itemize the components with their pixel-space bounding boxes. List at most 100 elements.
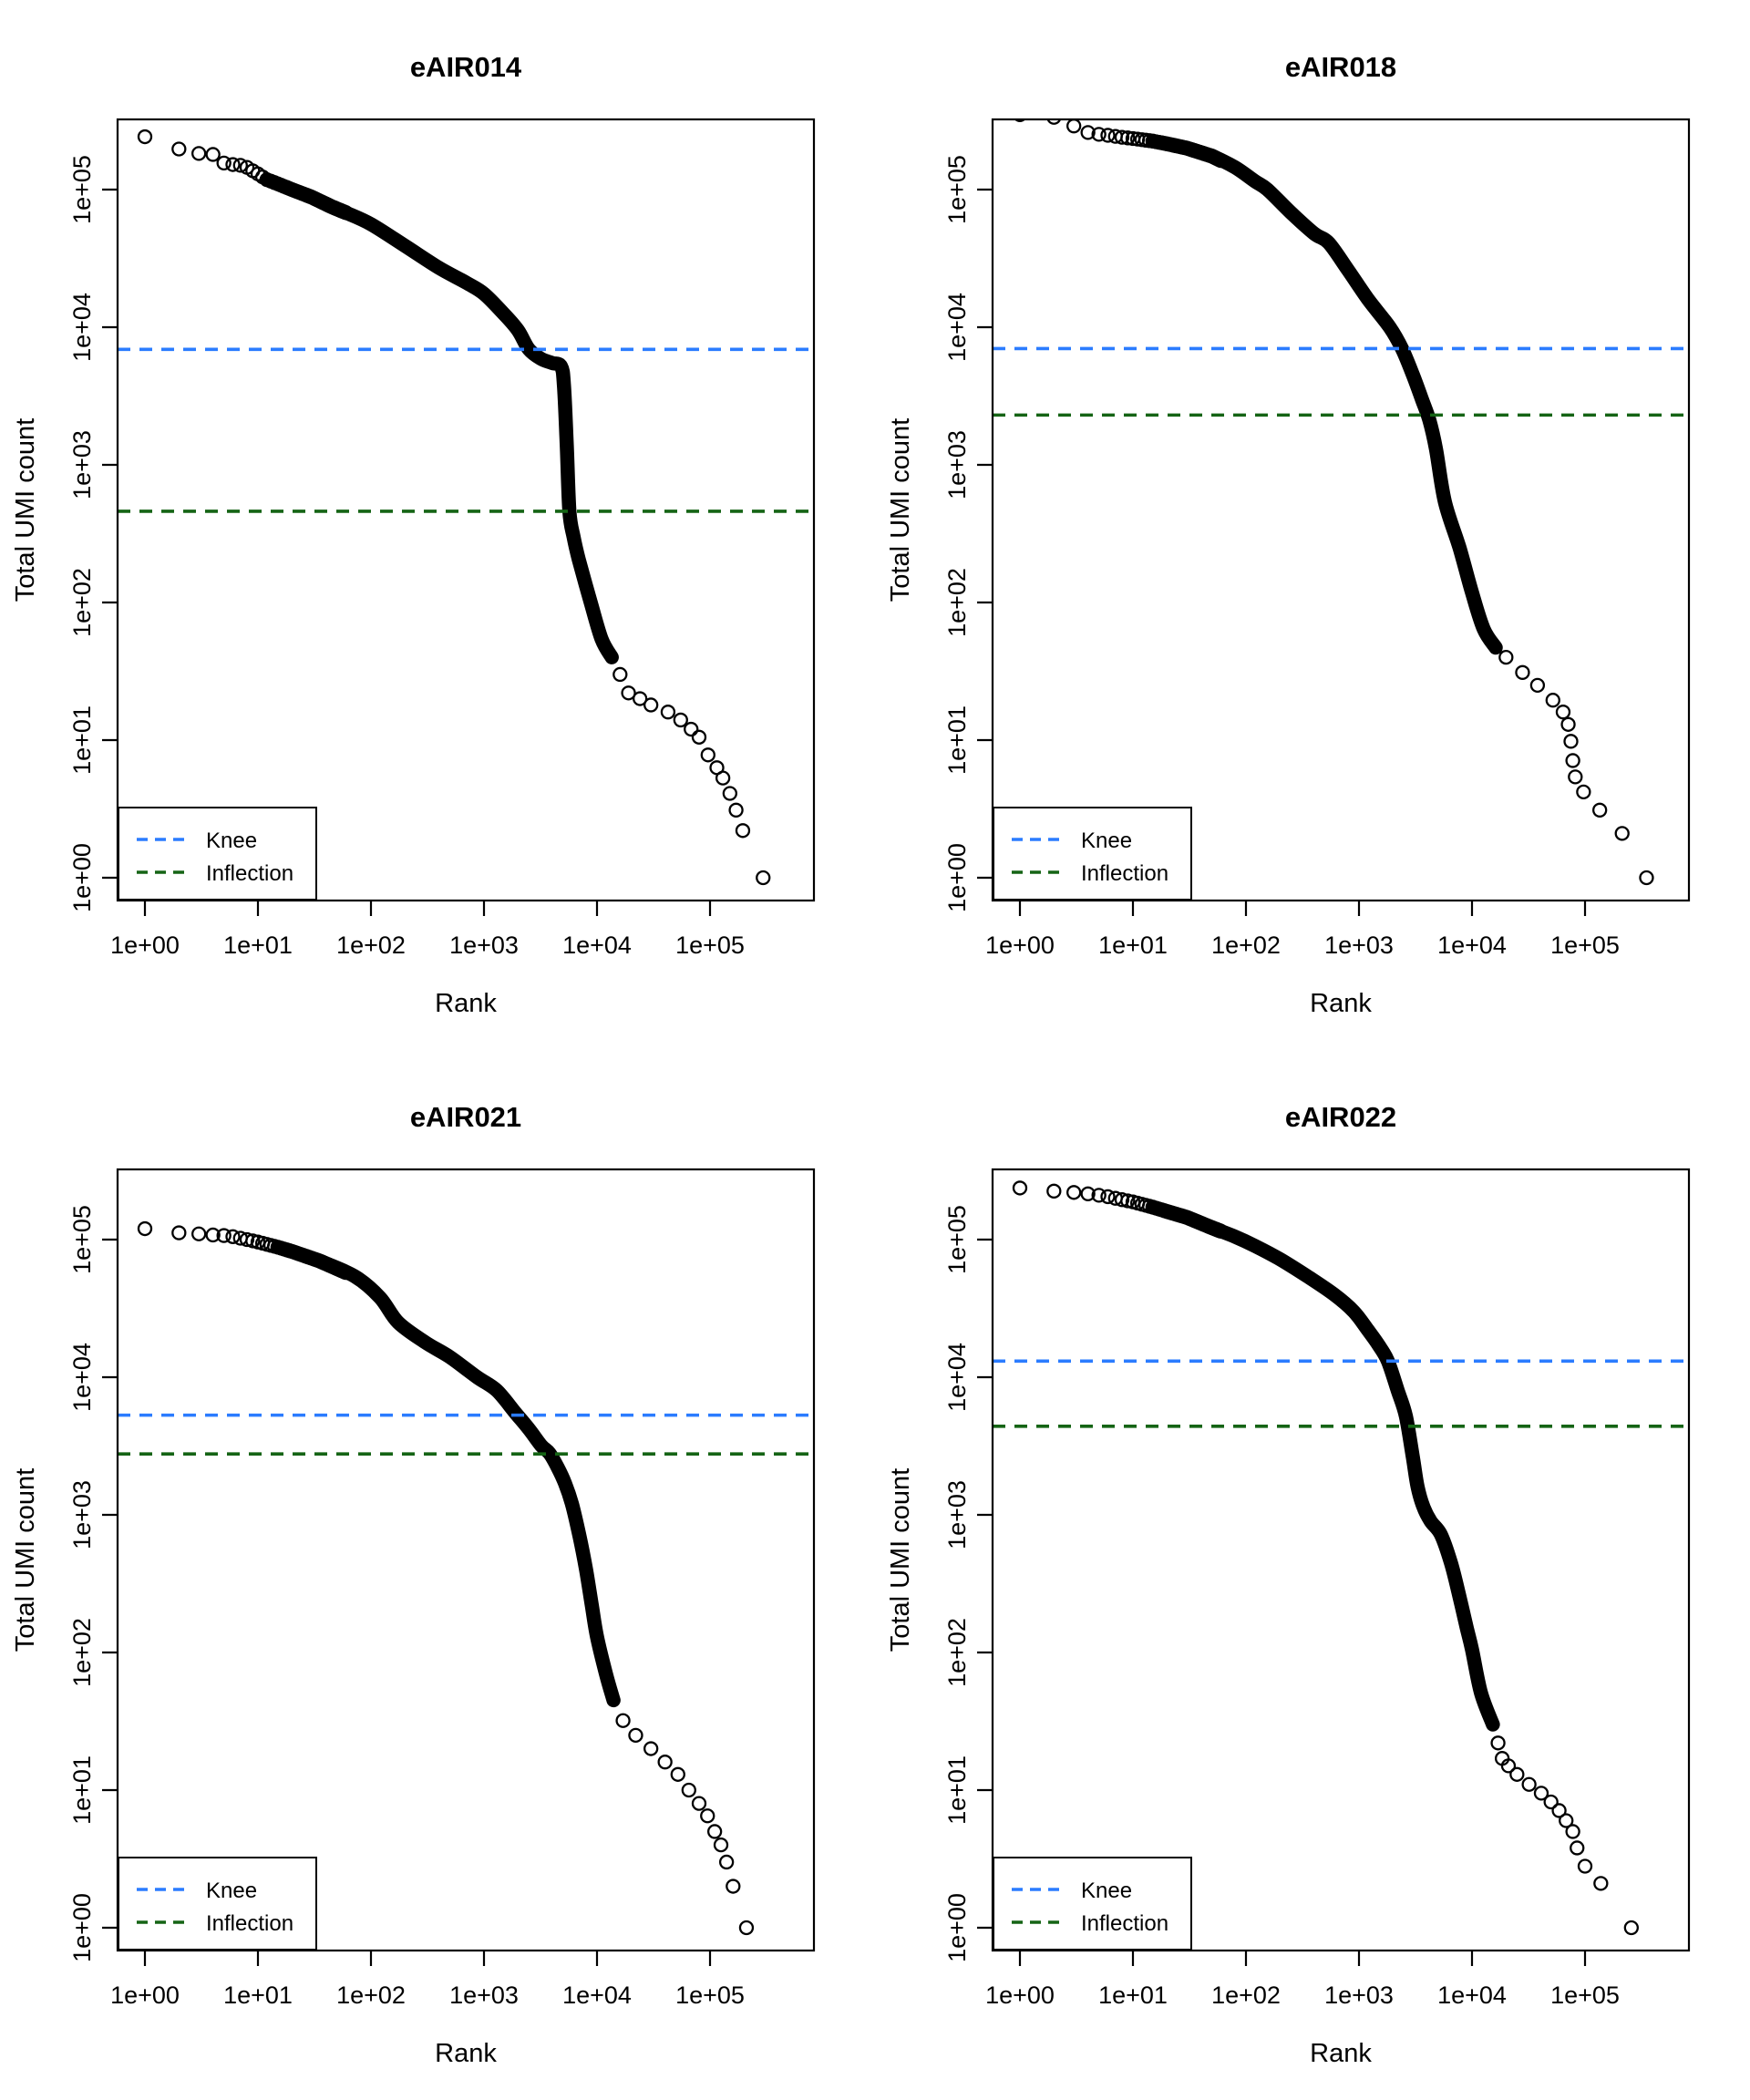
- data-point-circle: [1559, 1813, 1574, 1828]
- data-point-circle: [738, 1920, 755, 1936]
- y-tick-label: 1e+00: [68, 843, 96, 912]
- data-point-circle: [684, 721, 699, 737]
- data-point-circle: [657, 1755, 673, 1770]
- y-tick-label: 1e+04: [68, 1343, 96, 1412]
- barcode-curve-band: [1146, 134, 1503, 655]
- legend-inflection-label: Inflection: [1081, 1911, 1168, 1936]
- legend-knee-label: Knee: [1081, 829, 1132, 853]
- x-tick-label: 1e+01: [1098, 932, 1168, 959]
- data-point-circle: [1114, 129, 1130, 145]
- x-tick-label: 1e+01: [223, 932, 293, 959]
- data-point-circle: [700, 1808, 715, 1824]
- x-tick-label: 1e+02: [336, 932, 406, 959]
- data-point-circle: [225, 1229, 241, 1244]
- plot-box: [991, 118, 1691, 902]
- data-point-circle: [338, 1264, 354, 1281]
- data-point-circle: [216, 155, 232, 170]
- x-tick-label: 1e+05: [675, 1982, 745, 2009]
- data-point-circle: [673, 712, 688, 728]
- data-point-circle: [1529, 677, 1546, 694]
- data-point-circle: [1014, 119, 1026, 122]
- x-tick-label: 1e+02: [336, 1982, 406, 2009]
- y-axis-title: Total UMI count: [11, 418, 40, 602]
- data-point-circle: [1091, 1188, 1107, 1203]
- data-point-circle: [1213, 1223, 1229, 1239]
- data-point-circle: [1100, 1189, 1116, 1205]
- y-tick-label: 1e+04: [943, 293, 971, 362]
- x-axis-title: Rank: [435, 2039, 497, 2068]
- data-point-circle: [700, 747, 715, 763]
- data-point-circle: [232, 158, 248, 173]
- data-point-circle: [1046, 1183, 1062, 1199]
- data-point-circle: [225, 157, 241, 172]
- data-point-circle: [681, 1782, 696, 1798]
- x-tick-label: 1e+03: [449, 1982, 519, 2009]
- x-tick-label: 1e+04: [1437, 932, 1507, 959]
- x-tick-label: 1e+00: [110, 1982, 180, 2009]
- x-axis-title: Rank: [1310, 989, 1372, 1018]
- x-tick-label: 1e+00: [985, 1982, 1055, 2009]
- data-point-circle: [1080, 1186, 1096, 1201]
- data-point-circle: [735, 823, 751, 839]
- data-point-circle: [1545, 693, 1560, 708]
- y-tick-label: 1e+04: [943, 1343, 971, 1412]
- barcode-curve-band: [260, 172, 619, 664]
- data-point-circle: [1066, 1185, 1082, 1200]
- x-tick-label: 1e+02: [1211, 932, 1281, 959]
- data-point-circle: [1066, 119, 1082, 134]
- data-point-circle: [1568, 769, 1583, 785]
- data-point-circle: [1576, 784, 1591, 800]
- y-tick-label: 1e+03: [943, 1480, 971, 1549]
- data-point-circle: [1560, 716, 1576, 732]
- plot-box: [116, 118, 816, 902]
- data-point-circle: [612, 666, 628, 683]
- data-point-circle: [137, 129, 153, 145]
- data-point-circle: [621, 685, 636, 701]
- data-point-circle: [1114, 1192, 1130, 1208]
- data-point-circle: [615, 1713, 631, 1728]
- data-point-circle: [1515, 664, 1530, 680]
- x-tick-label: 1e+03: [449, 932, 519, 959]
- data-point-circle: [643, 697, 659, 713]
- y-tick-label: 1e+02: [68, 568, 96, 637]
- x-tick-label: 1e+01: [223, 1982, 293, 2009]
- data-point-circle: [171, 1225, 187, 1240]
- plot-svg: eAIR021 Rank Total UMI count 1e+00 1e+01 1e+0…: [11, 1101, 816, 2068]
- data-point-circle: [1120, 130, 1136, 146]
- y-tick-label: 1e+02: [943, 568, 971, 637]
- x-tick-label: 1e+03: [1324, 1982, 1394, 2009]
- y-axis-title: Total UMI count: [11, 1468, 40, 1652]
- x-tick-label: 1e+03: [1324, 932, 1394, 959]
- data-point-circle: [1592, 802, 1608, 818]
- y-tick-label: 1e+02: [943, 1618, 971, 1687]
- data-point-circle: [1521, 1776, 1537, 1792]
- x-tick-label: 1e+02: [1211, 1982, 1281, 2009]
- panel-eair018: eAIR018 Rank Total UMI count 1e+00 1e+01 1e+0…: [875, 0, 1750, 1050]
- y-tick-label: 1e+03: [68, 430, 96, 499]
- y-tick-label: 1e+05: [943, 155, 971, 224]
- panel-eair021: eAIR021 Rank Total UMI count 1e+00 1e+01 1e+0…: [0, 1050, 875, 2100]
- legend-knee-label: Knee: [206, 829, 257, 853]
- data-point-circle: [216, 1228, 232, 1243]
- data-point-circle: [715, 770, 731, 786]
- data-point-circle: [205, 147, 221, 162]
- data-point-circle: [1091, 127, 1107, 142]
- data-point-circle: [171, 141, 187, 157]
- legend-inflection-label: Inflection: [206, 1911, 293, 1936]
- barcode-curve-band: [271, 1240, 621, 1708]
- legend-box: [118, 807, 317, 901]
- data-point-circle: [1614, 826, 1630, 841]
- x-tick-label: 1e+04: [562, 1982, 632, 2009]
- x-tick-label: 1e+04: [562, 932, 632, 959]
- data-point-circle: [718, 1854, 735, 1870]
- data-point-circle: [722, 786, 737, 801]
- data-point-circle: [338, 205, 354, 221]
- x-tick-label: 1e+04: [1437, 1982, 1507, 2009]
- legend-inflection-label: Inflection: [1081, 861, 1168, 886]
- y-tick-label: 1e+05: [943, 1205, 971, 1274]
- data-point-circle: [670, 1766, 685, 1782]
- y-tick-label: 1e+00: [943, 843, 971, 912]
- y-tick-label: 1e+04: [68, 293, 96, 362]
- plot-svg: eAIR014 Rank Total UMI count 1e+00 1e+01 1e+0…: [11, 51, 816, 1018]
- data-point-circle: [1080, 125, 1096, 140]
